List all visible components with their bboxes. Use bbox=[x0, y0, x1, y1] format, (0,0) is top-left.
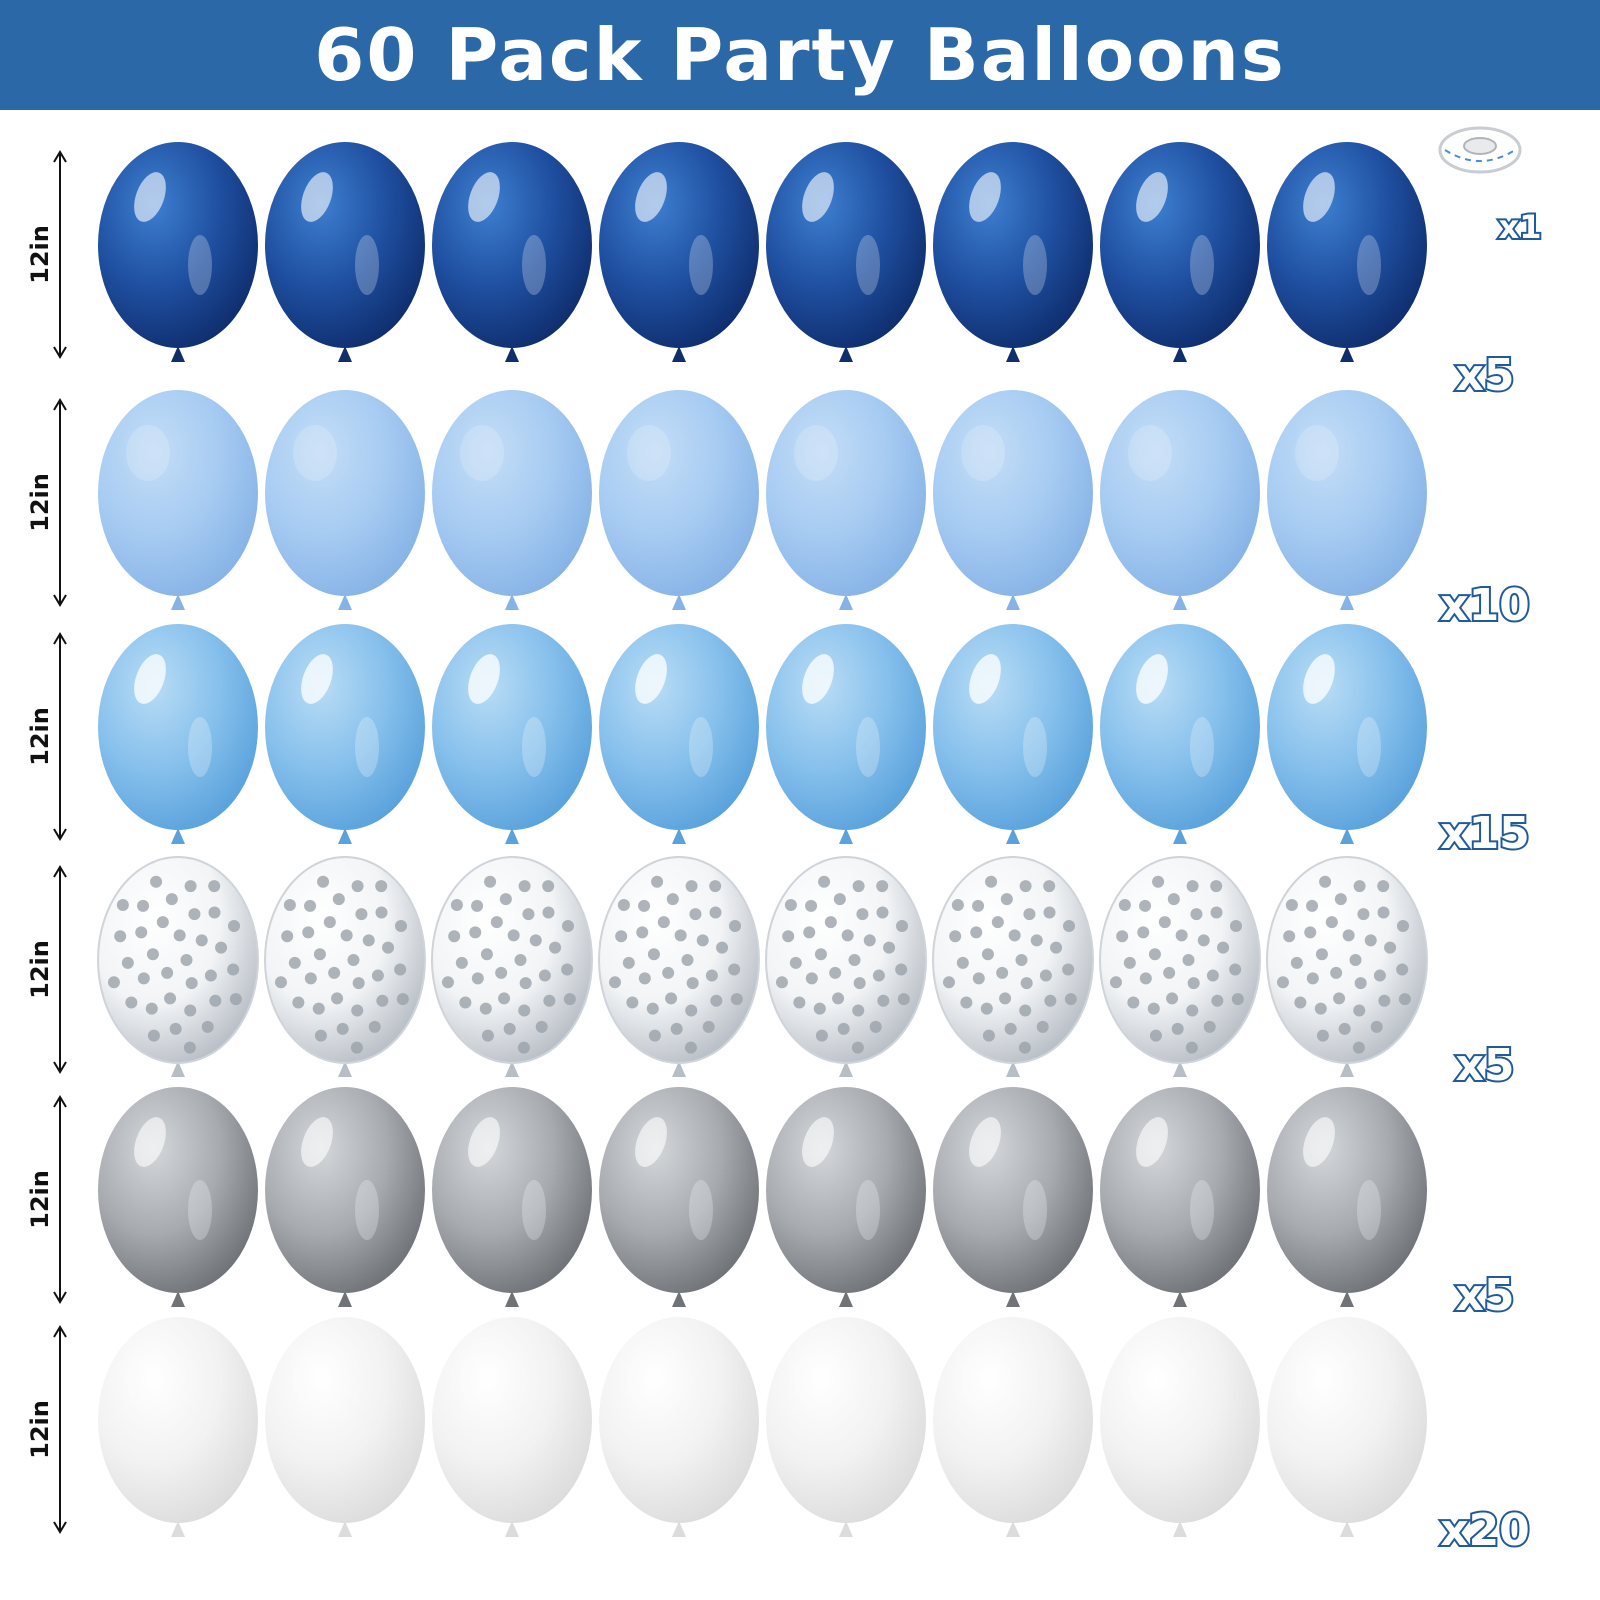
size-marker: 12in bbox=[26, 1095, 67, 1304]
balloon bbox=[431, 856, 593, 1077]
balloon bbox=[932, 856, 1094, 1077]
balloon bbox=[766, 1087, 926, 1307]
balloon bbox=[265, 624, 425, 844]
row-count-label: x5 bbox=[1456, 350, 1515, 401]
balloon bbox=[1099, 856, 1261, 1077]
balloon bbox=[766, 390, 926, 610]
balloon bbox=[933, 624, 1093, 844]
balloon bbox=[598, 856, 760, 1077]
balloon bbox=[264, 856, 426, 1077]
balloon bbox=[766, 1317, 926, 1537]
balloon bbox=[98, 142, 258, 362]
balloon bbox=[432, 142, 592, 362]
balloon bbox=[766, 142, 926, 362]
balloon-row: 12in x5 bbox=[26, 142, 1517, 403]
ribbon-spool: x1 bbox=[1438, 126, 1543, 248]
balloon bbox=[265, 1317, 425, 1537]
title-banner: 60 Pack Party Balloons bbox=[0, 0, 1600, 110]
balloon bbox=[265, 1087, 425, 1307]
balloon bbox=[432, 1087, 592, 1307]
balloon-row: 12in x5 bbox=[26, 1087, 1517, 1323]
size-marker: 12in bbox=[26, 632, 67, 841]
size-label: 12in bbox=[26, 707, 54, 766]
row-count-label: x10 bbox=[1440, 580, 1530, 631]
balloon-row: 12in x15 bbox=[26, 624, 1532, 861]
size-label: 12in bbox=[26, 1400, 54, 1459]
balloon bbox=[1100, 1087, 1260, 1307]
balloon bbox=[1100, 1317, 1260, 1537]
balloon-row: 12in x20 bbox=[26, 1317, 1532, 1558]
size-label: 12in bbox=[26, 473, 54, 532]
balloon bbox=[98, 624, 258, 844]
balloon bbox=[933, 142, 1093, 362]
size-marker: 12in bbox=[26, 1325, 67, 1534]
balloon bbox=[432, 390, 592, 610]
balloon bbox=[98, 390, 258, 610]
balloon bbox=[599, 142, 759, 362]
balloon bbox=[1267, 1087, 1427, 1307]
balloon-row: 12in x10 bbox=[26, 390, 1532, 633]
size-marker: 12in bbox=[26, 398, 67, 607]
balloon bbox=[1100, 390, 1260, 610]
size-label: 12in bbox=[26, 225, 54, 284]
balloon bbox=[1266, 856, 1428, 1077]
balloon bbox=[599, 624, 759, 844]
balloon bbox=[265, 142, 425, 362]
size-label: 12in bbox=[26, 940, 54, 999]
balloon bbox=[765, 856, 927, 1077]
row-count-label: x5 bbox=[1456, 1040, 1515, 1091]
balloon bbox=[98, 1317, 258, 1537]
balloon bbox=[1267, 390, 1427, 610]
size-marker: 12in bbox=[26, 865, 67, 1074]
balloon bbox=[98, 1087, 258, 1307]
balloon bbox=[766, 624, 926, 844]
size-label: 12in bbox=[26, 1170, 54, 1229]
row-count-label: x15 bbox=[1440, 808, 1530, 859]
balloon bbox=[933, 1317, 1093, 1537]
balloon bbox=[1267, 624, 1427, 844]
balloon-rows: 12in x5 12in x10 12in x15 12in x5 12in x5 12in x20 bbox=[26, 142, 1532, 1558]
balloon bbox=[432, 624, 592, 844]
balloon bbox=[1100, 142, 1260, 362]
balloon bbox=[599, 390, 759, 610]
ribbon-count-label: x1 bbox=[1499, 208, 1542, 246]
balloon bbox=[933, 1087, 1093, 1307]
row-count-label: x5 bbox=[1456, 1270, 1515, 1321]
balloon bbox=[599, 1317, 759, 1537]
balloon bbox=[97, 856, 259, 1077]
balloon bbox=[1267, 1317, 1427, 1537]
balloon-row: 12in x5 bbox=[26, 856, 1517, 1093]
row-count-label: x20 bbox=[1440, 1505, 1530, 1556]
balloon bbox=[933, 390, 1093, 610]
balloon bbox=[432, 1317, 592, 1537]
balloon bbox=[265, 390, 425, 610]
page-title: 60 Pack Party Balloons bbox=[314, 13, 1286, 97]
size-marker: 12in bbox=[26, 150, 67, 359]
balloon bbox=[1267, 142, 1427, 362]
balloon bbox=[1100, 624, 1260, 844]
balloon bbox=[599, 1087, 759, 1307]
